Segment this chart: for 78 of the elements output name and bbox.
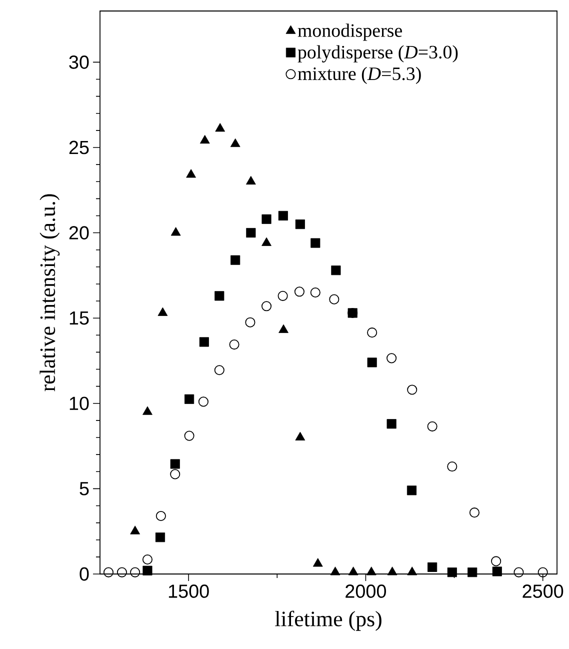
point xyxy=(170,459,180,469)
x-tick-label: 2500 xyxy=(522,584,564,598)
point xyxy=(514,567,524,578)
point xyxy=(331,266,341,276)
point xyxy=(198,396,208,407)
y-tick-label: 20 xyxy=(69,226,89,240)
y-axis-title: relative intensity (a.u.) xyxy=(40,194,60,392)
point xyxy=(130,526,140,534)
point xyxy=(386,419,396,429)
point xyxy=(278,210,288,221)
y-tick-label: 0 xyxy=(80,567,89,581)
point xyxy=(310,287,320,298)
point xyxy=(278,324,288,333)
point xyxy=(447,461,458,472)
point xyxy=(278,290,288,301)
x-tick-label: 2000 xyxy=(346,584,386,598)
point xyxy=(538,567,548,578)
point xyxy=(407,566,418,576)
point xyxy=(215,123,226,132)
point xyxy=(295,432,306,440)
legend-label: monodisperse xyxy=(298,24,402,41)
point xyxy=(142,406,152,415)
point xyxy=(295,219,305,230)
point xyxy=(245,317,256,328)
point xyxy=(348,566,358,576)
y-tick-label: 15 xyxy=(70,311,89,325)
point xyxy=(386,353,397,364)
point xyxy=(428,562,438,572)
point xyxy=(468,568,478,578)
y-tick-label: 5 xyxy=(80,482,89,496)
point xyxy=(366,566,376,576)
point xyxy=(214,291,224,301)
point xyxy=(214,365,224,376)
point xyxy=(492,566,502,576)
point xyxy=(447,568,457,578)
point xyxy=(199,337,209,347)
point xyxy=(310,238,320,248)
point xyxy=(367,358,377,368)
point xyxy=(155,532,166,542)
point xyxy=(170,469,180,480)
point xyxy=(427,421,438,432)
point xyxy=(230,138,240,148)
point xyxy=(262,237,272,246)
point xyxy=(407,384,418,395)
point xyxy=(491,556,502,566)
point xyxy=(156,510,166,522)
point xyxy=(230,255,240,265)
point xyxy=(184,430,194,441)
point xyxy=(387,566,398,576)
y-tick-label: 10 xyxy=(70,396,89,410)
x-tick-label: 1500 xyxy=(168,584,209,598)
point xyxy=(246,176,256,185)
point xyxy=(158,307,168,316)
point xyxy=(367,328,378,338)
point xyxy=(170,227,181,236)
y-tick-label: 30 xyxy=(69,55,89,69)
point xyxy=(469,508,480,518)
point xyxy=(330,566,340,576)
point xyxy=(184,394,194,404)
legend-label: polydisperse (D=3.0) xyxy=(298,45,458,62)
point xyxy=(142,566,152,576)
point xyxy=(200,134,210,144)
point xyxy=(246,228,256,238)
point xyxy=(406,486,417,496)
point xyxy=(229,340,240,350)
point xyxy=(116,567,127,578)
point xyxy=(103,567,114,578)
y-tick-label: 25 xyxy=(69,140,89,154)
point xyxy=(294,286,304,297)
point xyxy=(329,294,340,304)
legend-label: mixture (D=5.3) xyxy=(298,66,421,84)
point xyxy=(261,301,272,312)
x-axis-title: lifetime (ps) xyxy=(275,610,382,631)
point xyxy=(130,567,140,578)
point xyxy=(186,169,196,178)
point xyxy=(262,214,272,224)
point xyxy=(142,554,153,565)
point xyxy=(312,558,323,567)
